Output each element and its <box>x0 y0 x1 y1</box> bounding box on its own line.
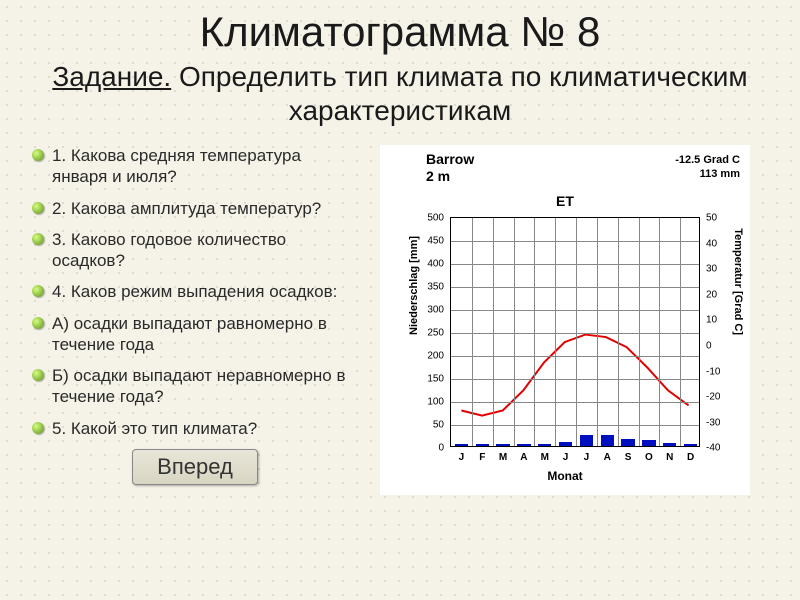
month-label: M <box>541 452 549 463</box>
precip-bar <box>517 444 530 446</box>
temperature-line <box>461 335 688 416</box>
month-label: A <box>520 452 527 463</box>
month-label: J <box>584 452 590 463</box>
precip-bar <box>538 444 551 446</box>
precip-bar <box>621 439 634 446</box>
y-left-axis-label: Niederschlag [mm] <box>408 236 420 335</box>
precip-bar <box>559 442 572 447</box>
question-item: 2. Какова амплитуда температур? <box>30 198 360 219</box>
temp-tick-label: -30 <box>706 417 720 428</box>
month-label: N <box>666 452 673 463</box>
question-item: А) осадки выпадают равномерно в течение … <box>30 313 360 356</box>
question-list: 1. Какова средняя температура января и и… <box>30 145 360 439</box>
month-label: J <box>563 452 569 463</box>
location-name: Barrow <box>426 151 474 168</box>
question-item: 1. Какова средняя температура января и и… <box>30 145 360 188</box>
temp-tick-label: -20 <box>706 392 720 403</box>
month-label: F <box>479 452 485 463</box>
month-label: J <box>459 452 465 463</box>
precip-bar <box>496 444 509 446</box>
y-right-axis-label: Temperatur [Grad C] <box>732 228 744 335</box>
precip-bar <box>601 435 614 446</box>
precip-tick-label: 250 <box>427 328 444 339</box>
precip-bar <box>455 444 468 446</box>
precip-tick-label: 500 <box>427 213 444 224</box>
temp-tick-label: 40 <box>706 238 717 249</box>
temp-tick-label: 50 <box>706 213 717 224</box>
question-item: 5. Какой это тип климата? <box>30 418 360 439</box>
question-item: Б) осадки выпадают неравномерно в течени… <box>30 365 360 408</box>
annual-precip: 113 mm <box>675 167 740 181</box>
temp-line-svg <box>451 218 699 446</box>
temp-tick-label: 20 <box>706 289 717 300</box>
precip-tick-label: 400 <box>427 259 444 270</box>
temp-tick-label: 30 <box>706 264 717 275</box>
month-label: D <box>687 452 694 463</box>
precip-tick-label: 0 <box>438 443 444 454</box>
climograph-chart: Barrow 2 m -12.5 Grad C 113 mm ET Nieder… <box>380 145 750 495</box>
precip-tick-label: 150 <box>427 374 444 385</box>
subtitle-underline: Задание. <box>52 61 171 92</box>
location-elev: 2 m <box>426 168 474 185</box>
month-label: A <box>604 452 611 463</box>
subtitle-rest: Определить тип климата по климатическим … <box>171 61 747 126</box>
temp-tick-label: -10 <box>706 366 720 377</box>
precip-tick-label: 450 <box>427 236 444 247</box>
temp-tick-label: 10 <box>706 315 717 326</box>
mean-temp: -12.5 Grad C <box>675 153 740 167</box>
precip-tick-label: 200 <box>427 351 444 362</box>
precip-tick-label: 350 <box>427 282 444 293</box>
forward-button[interactable]: Вперед <box>132 449 258 485</box>
slide-title: Климатограмма № 8 <box>30 8 770 56</box>
chart-location: Barrow 2 m <box>426 151 474 185</box>
temp-tick-label: -40 <box>706 443 720 454</box>
plot-area: 050100150200250300350400450500-40-30-20-… <box>450 217 700 447</box>
precip-bar <box>476 444 489 446</box>
precip-bar <box>684 444 697 446</box>
month-label: O <box>645 452 653 463</box>
month-label: S <box>625 452 632 463</box>
question-item: 3. Каково годовое количество осадков? <box>30 229 360 272</box>
precip-bar <box>580 435 593 446</box>
precip-tick-label: 50 <box>433 420 444 431</box>
month-label: M <box>499 452 507 463</box>
chart-summary: -12.5 Grad C 113 mm <box>675 153 740 182</box>
question-item: 4. Каков режим выпадения осадков: <box>30 281 360 302</box>
x-axis-label: Monat <box>380 469 750 483</box>
precip-tick-label: 100 <box>427 397 444 408</box>
precip-bar <box>663 443 676 446</box>
climate-code: ET <box>380 193 750 209</box>
precip-bar <box>642 440 655 446</box>
precip-tick-label: 300 <box>427 305 444 316</box>
slide-subtitle: Задание. Определить тип климата по клима… <box>30 60 770 127</box>
temp-tick-label: 0 <box>706 340 712 351</box>
